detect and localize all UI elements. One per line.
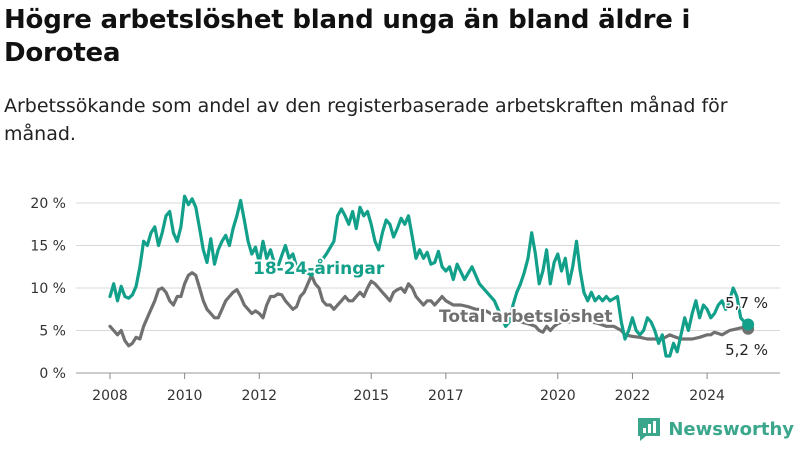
newsworthy-icon: [638, 418, 661, 441]
y-tick-label: 0 %: [39, 366, 66, 382]
series-end-dot: [742, 318, 755, 331]
x-tick-label: 2020: [540, 388, 576, 404]
brand-name: Newsworthy: [668, 418, 794, 440]
series-label-total: Total arbetslöshet: [439, 307, 613, 327]
x-tick-label: 2008: [92, 388, 128, 404]
y-tick-label: 10 %: [30, 281, 66, 297]
series-labels: 18-24-åringar Total arbetslöshet 5,7 % 5,2 …: [251, 255, 770, 361]
x-tick-label: 2024: [689, 388, 725, 404]
y-tick-label: 5 %: [39, 324, 66, 340]
x-tick-label: 2015: [353, 388, 389, 404]
series-label-youth: 18-24-åringar: [253, 257, 385, 279]
series-line: [108, 271, 750, 348]
x-tick-label: 2012: [241, 388, 277, 404]
end-label-total: 5,2 %: [725, 341, 768, 359]
x-tick-label: 2017: [428, 388, 464, 404]
chart-subtitle: Arbetssökande som andel av den registerb…: [4, 95, 728, 145]
series-lines: [108, 194, 755, 358]
end-label-youth: 5,7 %: [725, 294, 768, 312]
y-tick-label: 20 %: [30, 196, 66, 212]
y-tick-label: 15 %: [30, 239, 66, 255]
series-line: [108, 194, 750, 358]
y-axis: 0 % 5 % 10 % 15 % 20 %: [30, 196, 66, 382]
x-axis: 2008 2010 2012 2015 2017 2020 2022 2024: [76, 372, 780, 404]
newsworthy-logo: Newsworthy: [636, 416, 794, 442]
chart-title: Högre arbetslöshet bland unga än bland ä…: [4, 5, 691, 68]
x-tick-label: 2022: [615, 388, 651, 404]
x-tick-label: 2010: [167, 388, 203, 404]
